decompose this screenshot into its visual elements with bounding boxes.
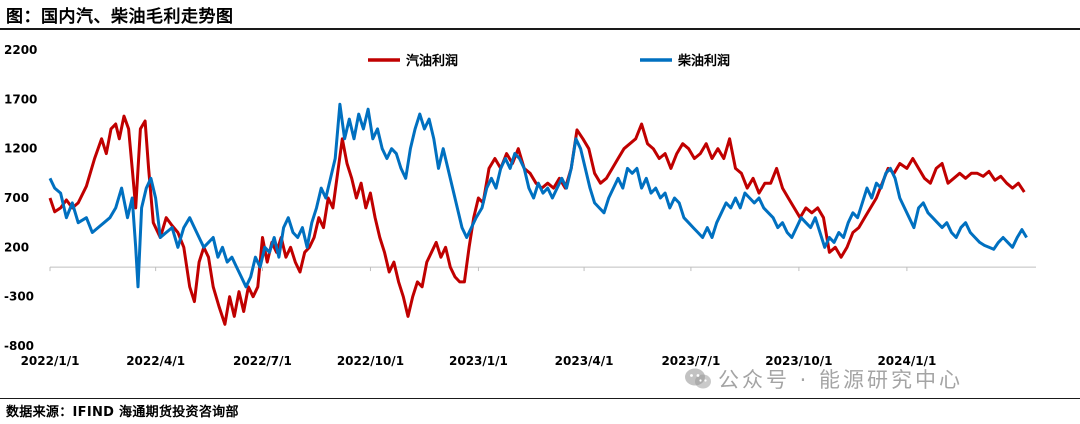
wechat-icon bbox=[685, 368, 711, 389]
x-axis: 2022/1/1 2022/4/1 2022/7/1 2022/10/1 2023/1/… bbox=[21, 267, 936, 368]
x-tick-label: 2023/4/1 bbox=[555, 354, 614, 368]
watermark-text: 公众号 · 能源研究中心 bbox=[718, 368, 964, 392]
x-tick-label: 2023/10/1 bbox=[765, 354, 832, 368]
x-tick-label: 2022/4/1 bbox=[126, 354, 185, 368]
page-title: 图：国内汽、柴油毛利走势图 bbox=[6, 7, 234, 27]
footer-divider bbox=[0, 398, 1080, 399]
y-tick-label: 700 bbox=[4, 191, 29, 205]
y-tick-label: 2200 bbox=[4, 43, 37, 57]
legend-label: 柴油利润 bbox=[677, 53, 730, 69]
y-axis: 2200 1700 1200 700 200 -300 -800 bbox=[4, 43, 37, 353]
series-lines bbox=[48, 102, 1028, 326]
series-line-diesel bbox=[48, 102, 1028, 289]
watermark: 公众号 · 能源研究中心 bbox=[684, 364, 963, 394]
y-tick-label: 200 bbox=[4, 240, 29, 254]
y-tick-label: -300 bbox=[4, 290, 34, 304]
y-tick-label: -800 bbox=[4, 339, 34, 353]
x-tick-label: 2022/1/1 bbox=[21, 354, 80, 368]
x-tick-label: 2022/7/1 bbox=[233, 354, 292, 368]
x-tick-label: 2022/10/1 bbox=[337, 354, 404, 368]
header-divider bbox=[0, 28, 1080, 30]
legend-label: 汽油利润 bbox=[406, 53, 458, 69]
data-source: 数据来源：IFIND 海通期货投资咨询部 bbox=[6, 405, 239, 420]
y-tick-label: 1700 bbox=[4, 92, 37, 106]
x-tick-label: 2024/1/1 bbox=[877, 354, 936, 368]
legend: 汽油利润 柴油利润 bbox=[368, 53, 730, 69]
x-tick-label: 2023/1/1 bbox=[449, 354, 508, 368]
series-line-gasoline bbox=[48, 114, 1026, 326]
x-tick-label: 2023/7/1 bbox=[661, 354, 720, 368]
y-tick-label: 1200 bbox=[4, 142, 37, 156]
